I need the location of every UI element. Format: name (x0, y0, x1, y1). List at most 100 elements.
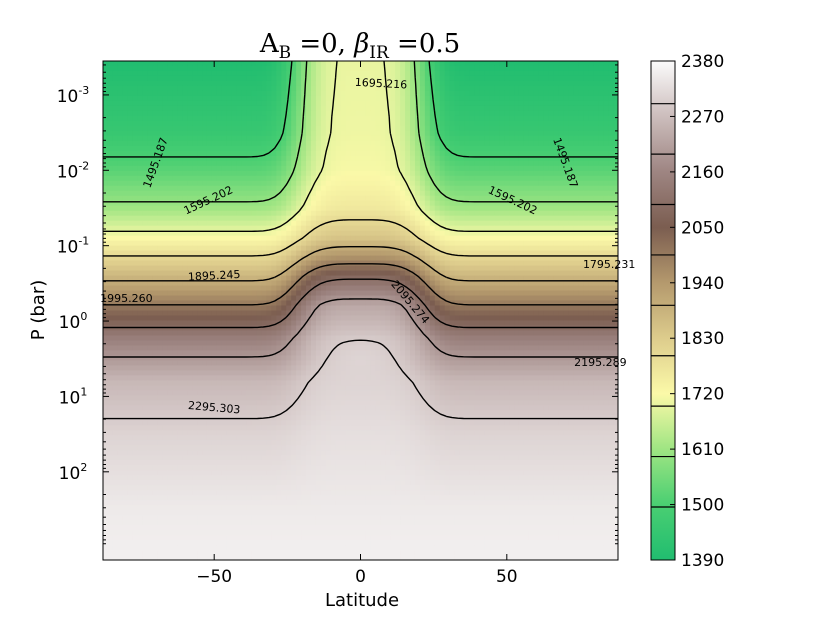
heatmap-cell (152, 140, 159, 147)
heatmap-cell (167, 95, 173, 102)
heatmap-cell (221, 110, 228, 117)
heatmap-cell (187, 120, 193, 127)
heatmap-cell (107, 70, 114, 77)
heatmap-cell (568, 150, 575, 157)
heatmap-cell (439, 105, 446, 112)
heatmap-cell (276, 280, 282, 287)
heatmap-cell (226, 200, 233, 207)
heatmap-cell (301, 275, 307, 282)
heatmap-cell (137, 210, 144, 217)
heatmap-cell (538, 205, 545, 212)
heatmap-cell (127, 65, 134, 72)
heatmap-cell (271, 135, 277, 142)
heatmap-cell (568, 190, 575, 197)
heatmap-cell (494, 265, 500, 272)
heatmap-cell (345, 210, 352, 217)
heatmap-cell (231, 150, 238, 157)
heatmap-cell (320, 290, 327, 297)
heatmap-cell (266, 80, 272, 87)
heatmap-cell (608, 215, 614, 222)
heatmap-cell (325, 100, 332, 107)
heatmap-cell (117, 170, 124, 177)
heatmap-cell (172, 90, 178, 97)
heatmap-cell (518, 225, 525, 232)
heatmap-cell (251, 115, 258, 122)
heatmap-cell (281, 75, 287, 82)
heatmap-cell (400, 260, 406, 267)
heatmap-cell (603, 65, 609, 72)
heatmap-cell (172, 105, 178, 112)
heatmap-cell (157, 270, 164, 277)
heatmap-cell (523, 75, 530, 82)
heatmap-cell (296, 170, 302, 177)
heatmap-cell (306, 175, 312, 182)
heatmap-cell (335, 85, 342, 92)
heatmap-cell (593, 190, 599, 197)
heatmap-cell (335, 240, 342, 247)
heatmap-cell (494, 255, 500, 262)
heatmap-cell (464, 85, 471, 92)
heatmap-cell (147, 170, 154, 177)
heatmap-cell (197, 61, 203, 67)
heatmap-cell (182, 255, 188, 262)
heatmap-cell (464, 295, 471, 302)
heatmap-cell (390, 250, 396, 257)
heatmap-cell (360, 85, 367, 92)
heatmap-cell (405, 210, 411, 217)
heatmap-cell (375, 70, 381, 77)
heatmap-cell (345, 120, 352, 127)
heatmap-cell (192, 180, 198, 187)
heatmap-cell (306, 130, 312, 137)
heatmap-cell (449, 255, 456, 262)
heatmap-cell (147, 220, 154, 227)
heatmap-cell (414, 230, 421, 237)
heatmap-cell (286, 280, 292, 287)
heatmap-cell (246, 225, 253, 232)
heatmap-cell (162, 195, 168, 202)
heatmap-cell (518, 155, 525, 162)
heatmap-cell (271, 140, 277, 147)
heatmap-cell (206, 110, 213, 117)
heatmap-cell (182, 150, 188, 157)
heatmap-cell (320, 100, 327, 107)
heatmap-cell (177, 80, 183, 87)
heatmap-cell (449, 125, 456, 132)
heatmap-cell (187, 210, 193, 217)
heatmap-cell (256, 180, 263, 187)
heatmap-cell (405, 110, 411, 117)
heatmap-cell (142, 210, 149, 217)
heatmap-cell (439, 145, 446, 152)
heatmap-cell (538, 61, 545, 67)
heatmap-cell (568, 230, 575, 237)
heatmap-cell (122, 85, 129, 92)
heatmap-cell (291, 250, 297, 257)
heatmap-cell (187, 155, 193, 162)
heatmap-cell (281, 280, 287, 287)
heatmap-cell (157, 280, 164, 287)
heatmap-cell (103, 140, 109, 147)
heatmap-cell (523, 195, 530, 202)
heatmap-cell (197, 285, 203, 292)
heatmap-cell (236, 135, 243, 142)
heatmap-cell (533, 225, 540, 232)
heatmap-cell (226, 75, 233, 82)
heatmap-cell (414, 260, 421, 267)
heatmap-cell (434, 105, 441, 112)
heatmap-cell (261, 290, 268, 297)
heatmap-cell (563, 140, 570, 147)
heatmap-cell (142, 230, 149, 237)
heatmap-cell (419, 115, 426, 122)
heatmap-cell (256, 245, 263, 252)
heatmap-cell (266, 90, 272, 97)
heatmap-cell (370, 95, 376, 102)
heatmap-cell (345, 95, 352, 102)
heatmap-cell (335, 120, 342, 127)
heatmap-cell (434, 240, 441, 247)
heatmap-cell (137, 85, 144, 92)
heatmap-cell (414, 240, 421, 247)
heatmap-cell (563, 205, 570, 212)
heatmap-cell (489, 270, 495, 277)
heatmap-cell (182, 175, 188, 182)
heatmap-cell (583, 220, 589, 227)
heatmap-cell (107, 140, 114, 147)
